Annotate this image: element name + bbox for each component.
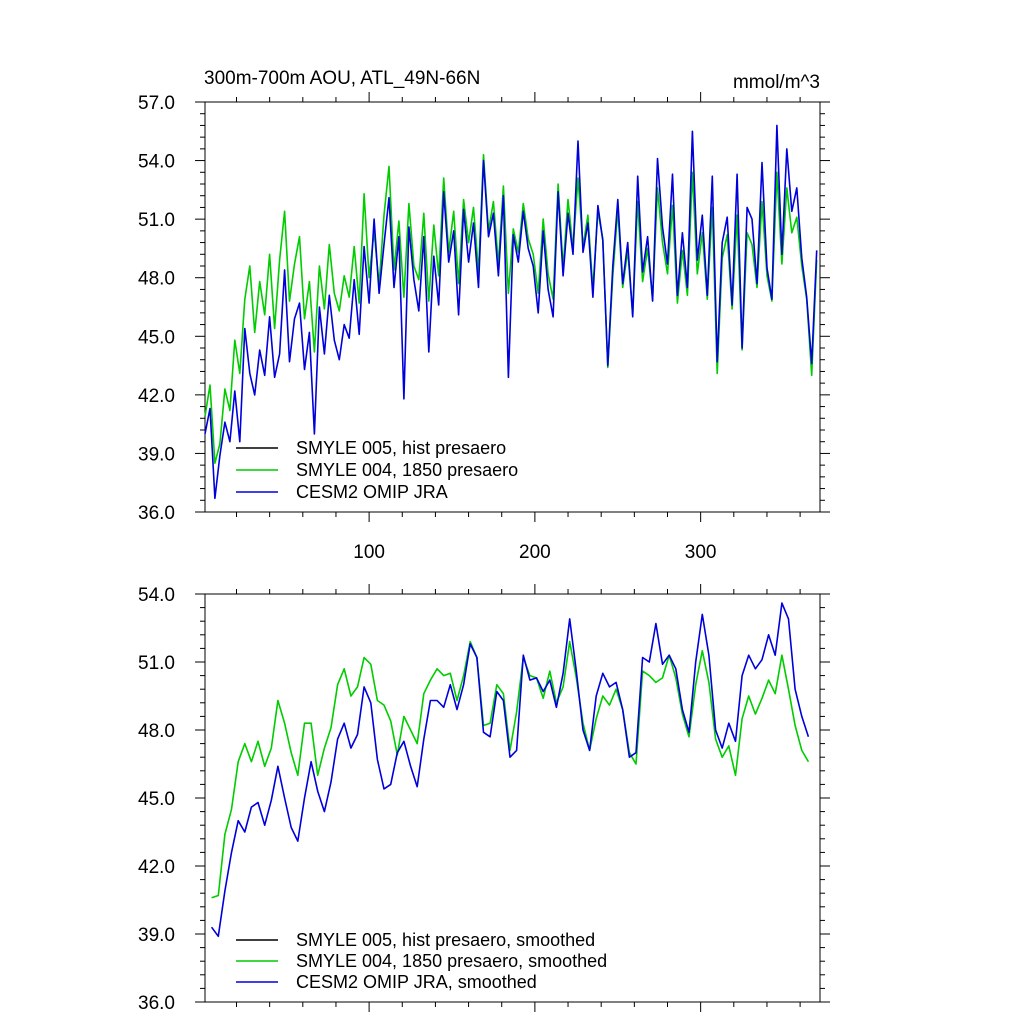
x-tick-label: 300 [685, 542, 717, 563]
x-tick-label: 100 [353, 542, 385, 563]
plot-frame [204, 101, 821, 513]
series-line [211, 640, 810, 899]
y-tick-label: 36.0 [138, 993, 175, 1014]
panel-top: 36.0 39.0 42.0 45.0 48.0 51.0 54.0 57.0 100 200 30… [138, 92, 830, 563]
series-line [210, 602, 810, 938]
legend-label: CESM2 OMIP JRA [296, 482, 448, 502]
panel-bottom: 36.0 39.0 42.0 45.0 48.0 51.0 54.0 SMYLE 005, h… [138, 584, 830, 1014]
chart-title: 300m-700m AOU, ATL_49N-66N [204, 68, 480, 89]
units-label: mmol/m^3 [733, 72, 820, 93]
y-tick-label: 57.0 [138, 93, 175, 114]
y-tick-label: 48.0 [138, 721, 175, 742]
x-tick-label: 200 [519, 542, 551, 563]
y-tick-label: 48.0 [138, 269, 175, 290]
legend-label: SMYLE 005, hist presaero, smoothed [296, 930, 595, 950]
legend-label: CESM2 OMIP JRA, smoothed [296, 972, 537, 992]
legend-label: SMYLE 004, 1850 presaero, smoothed [296, 951, 607, 971]
series-line [204, 124, 818, 500]
y-tick-label: 36.0 [138, 503, 175, 524]
y-tick-label: 45.0 [138, 327, 175, 348]
y-tick-label: 54.0 [138, 152, 175, 173]
y-tick-label: 42.0 [138, 386, 175, 407]
y-tick-label: 39.0 [138, 925, 175, 946]
y-tick-label: 39.0 [138, 444, 175, 465]
y-tick-label: 54.0 [138, 585, 175, 606]
y-tick-label: 51.0 [138, 210, 175, 231]
legend-label: SMYLE 005, hist presaero [296, 438, 506, 458]
y-tick-label: 45.0 [138, 789, 175, 810]
y-tick-label: 51.0 [138, 653, 175, 674]
legend-label: SMYLE 004, 1850 presaero [296, 460, 518, 480]
y-tick-label: 42.0 [138, 857, 175, 878]
